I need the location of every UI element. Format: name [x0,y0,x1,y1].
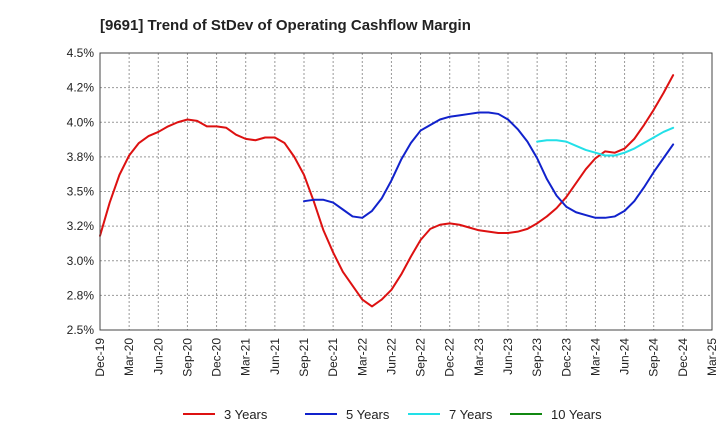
x-tick-label: Mar-24 [588,338,602,376]
x-tick-label: Sep-20 [180,338,194,377]
y-tick-label: 2.5% [67,323,95,337]
x-tick-label: Dec-22 [443,338,457,377]
x-tick-label: Sep-23 [530,338,544,377]
y-tick-label: 4.5% [67,46,95,60]
y-tick-label: 3.2% [67,219,95,233]
y-tick-label: 4.2% [67,81,95,95]
grid-layer [99,52,713,331]
x-tick-label: Mar-20 [122,338,136,376]
legend-label: 10 Years [551,407,602,422]
y-tick-label: 3.8% [67,150,95,164]
plot-frame [99,52,713,331]
y-tick-label: 2.8% [67,288,95,302]
chart-title: [9691] Trend of StDev of Operating Cashf… [100,17,471,34]
x-tick-label: Mar-25 [705,338,719,376]
x-tick-label: Mar-21 [239,338,253,376]
x-tick-label: Jun-23 [501,338,515,375]
x-tick-label: Jun-22 [384,338,398,375]
legend-label: 7 Years [449,407,493,422]
x-tick-label: Jun-24 [618,338,632,375]
series-layer [99,74,675,308]
x-tick-label: Dec-23 [559,338,573,377]
x-tick-label: Dec-20 [210,338,224,377]
x-tick-label: Sep-21 [297,338,311,377]
x-tick-label: Dec-24 [676,338,690,377]
x-tick-label: Dec-21 [326,338,340,377]
x-tick-label: Jun-21 [268,338,282,375]
series-line-5-years [303,111,675,219]
x-tick-label: Sep-24 [647,338,661,377]
legend: 3 Years 5 Years 7 Years 10 Years [183,407,602,422]
y-tick-label: 3.0% [67,254,95,268]
x-tick-label: Jun-20 [151,338,165,375]
y-tick-label: 4.0% [67,115,95,129]
series-line-3-years [99,74,675,308]
x-tick-label: Mar-22 [355,338,369,376]
legend-label: 3 Years [224,407,268,422]
x-tick-label: Dec-19 [93,338,107,377]
x-tick-label: Sep-22 [414,338,428,377]
axis-layer: 2.5% 2.8% 3.0% 3.2% 3.5% 3.8% 4.0% 4.2% 4.5% Dec-… [67,46,719,377]
series-line-7-years [536,126,675,157]
x-tick-label: Mar-23 [472,338,486,376]
legend-label: 5 Years [346,407,390,422]
y-tick-label: 3.5% [67,185,95,199]
